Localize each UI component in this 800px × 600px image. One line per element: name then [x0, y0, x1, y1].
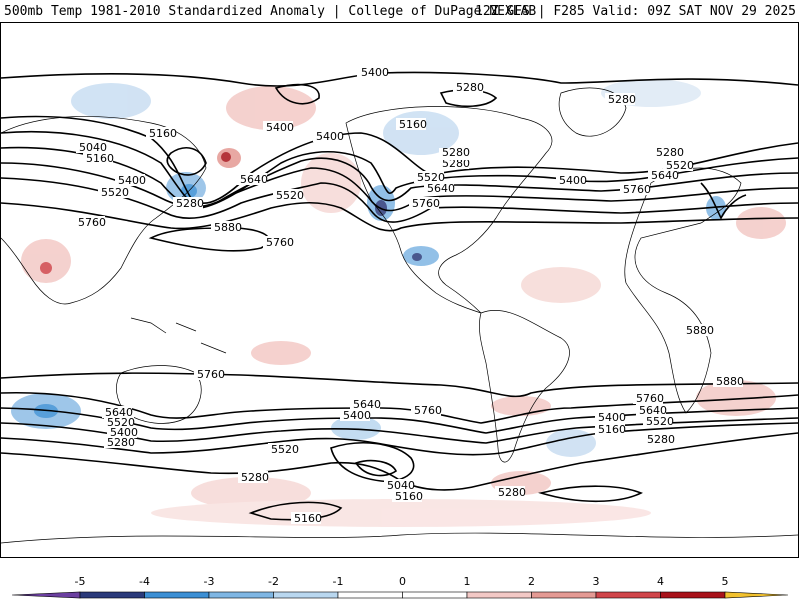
- contour-label: 5640: [240, 173, 268, 186]
- colorbar-segment: [273, 591, 339, 599]
- contour-label: 5400: [361, 66, 389, 79]
- contour-label: 5160: [399, 118, 427, 131]
- contour-label: 5400: [598, 411, 626, 424]
- contour-label: 5760: [636, 392, 664, 405]
- contour-label: 5520: [646, 415, 674, 428]
- map-panel: 5400 5280 5280 5400 5400 5160 5160 5040 …: [0, 22, 799, 558]
- colorbar-tick-label: 3: [593, 575, 600, 588]
- contour-label: 5760: [414, 404, 442, 417]
- contour-label: 5640: [427, 182, 455, 195]
- colorbar-tick-label: 4: [657, 575, 664, 588]
- contour-label: 5640: [105, 406, 133, 419]
- colorbar-segment: [660, 591, 726, 599]
- colorbar-tick-label: -1: [333, 575, 344, 588]
- contour-label: 5520: [666, 159, 694, 172]
- anomaly-colorbar: -5 -4 -3 -2 -1 0 1 2 3 4 5: [11, 575, 789, 599]
- contour-label: 5400: [266, 121, 294, 134]
- contour-label: 5400: [559, 174, 587, 187]
- contour-label: 5160: [395, 490, 423, 503]
- contour-label: 5640: [353, 398, 381, 411]
- contour-label: 5040: [387, 479, 415, 492]
- colorbar-segment: [466, 591, 532, 599]
- contour-labels-nh: 5400 5280 5280 5400 5400 5160 5160 5040 …: [75, 66, 694, 249]
- colorbar-segment: [208, 591, 274, 599]
- colorbar-tick-label: 2: [528, 575, 535, 588]
- contour-label: 5280: [442, 146, 470, 159]
- colorbar-arrow-low: [11, 591, 81, 599]
- colorbar-segment: [595, 591, 661, 599]
- colorbar-tick-label: 0: [399, 575, 406, 588]
- colorbar-tick-label: 5: [722, 575, 729, 588]
- colorbar-arrow-high: [724, 591, 789, 599]
- contour-label: 5520: [107, 416, 135, 429]
- colorbar-segment: [144, 591, 210, 599]
- colorbar-tick-label: -2: [268, 575, 279, 588]
- contour-label: 5400: [110, 426, 138, 439]
- colorbar-ticks: -5 -4 -3 -2 -1 0 1 2 3 4 5: [75, 575, 729, 588]
- contour-label: 5640: [651, 169, 679, 182]
- contour-label: 5040: [79, 141, 107, 154]
- contour-label: 5160: [294, 512, 322, 525]
- contour-label: 5760: [266, 236, 294, 249]
- contour-label: 5880: [214, 221, 242, 234]
- colorbar-tick-label: -4: [139, 575, 150, 588]
- contour-label: 5280: [656, 146, 684, 159]
- contour-label: 5280: [442, 157, 470, 170]
- contour-label: 5760: [412, 197, 440, 210]
- contour-label: 5520: [271, 443, 299, 456]
- colorbar-segment: [79, 591, 145, 599]
- contour-label: 5880: [716, 375, 744, 388]
- colorbar-tick-label: -3: [204, 575, 215, 588]
- contour-label: 5400: [316, 130, 344, 143]
- contour-labels-sh: 5880 5880 5760 5640 5520 5400 5280 5640 …: [102, 324, 744, 525]
- contour-label: 5640: [639, 404, 667, 417]
- contour-label: 5400: [343, 409, 371, 422]
- contour-label: 5400: [118, 174, 146, 187]
- colorbar-segment: [531, 591, 597, 599]
- contour-label: 5280: [241, 471, 269, 484]
- contour-label: 5280: [647, 433, 675, 446]
- contour-label: 5160: [86, 152, 114, 165]
- contour-label: 5160: [598, 423, 626, 436]
- colorbar-segment: [402, 591, 468, 599]
- contour-label: 5280: [176, 197, 204, 210]
- contour-label: 5280: [107, 436, 135, 449]
- contour-label: 5280: [498, 486, 526, 499]
- colorbar-tick-label: 1: [464, 575, 471, 588]
- contour-label: 5520: [276, 189, 304, 202]
- colorbar-segment: [337, 591, 403, 599]
- colorbar-segments: [11, 591, 789, 599]
- contour-label: 5760: [623, 183, 651, 196]
- run-info: 12Z GFS | F285 Valid: 09Z SAT NOV 29 202…: [475, 4, 796, 19]
- map-title: 500mb Temp 1981-2010 Standardized Anomal…: [4, 4, 537, 19]
- contour-label: 5520: [417, 171, 445, 184]
- contour-label: 5520: [101, 186, 129, 199]
- contour-label: 5880: [686, 324, 714, 337]
- contour-label: 5280: [456, 81, 484, 94]
- contour-label: 5760: [197, 368, 225, 381]
- colorbar-tick-label: -5: [75, 575, 86, 588]
- contour-label: 5280: [608, 93, 636, 106]
- contour-label: 5160: [149, 127, 177, 140]
- contour-label: 5760: [78, 216, 106, 229]
